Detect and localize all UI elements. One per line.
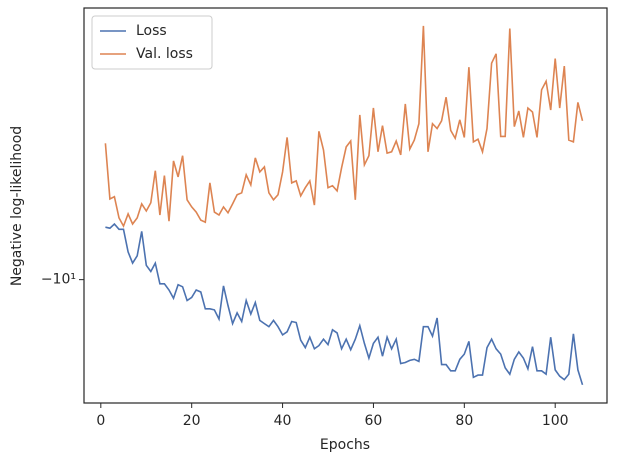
x-tick-label: 20 [183,413,201,429]
legend-box [91,15,213,70]
x-tick-label: 80 [455,413,473,429]
legend-label: Val. loss [136,46,193,62]
x-tick-label: 40 [274,413,292,429]
series-line [104,25,584,229]
legend-label: Loss [136,23,167,39]
series-line [105,222,584,386]
plot-frame [83,7,608,404]
x-tick-label: 60 [365,413,383,429]
x-tick-label: 100 [542,413,569,429]
x-axis-label: Epochs [320,437,370,453]
y-axis-label: Negative log-likelihood [9,126,25,286]
x-tick-label: 0 [96,413,105,429]
y-tick-label: −10¹ [41,272,76,288]
